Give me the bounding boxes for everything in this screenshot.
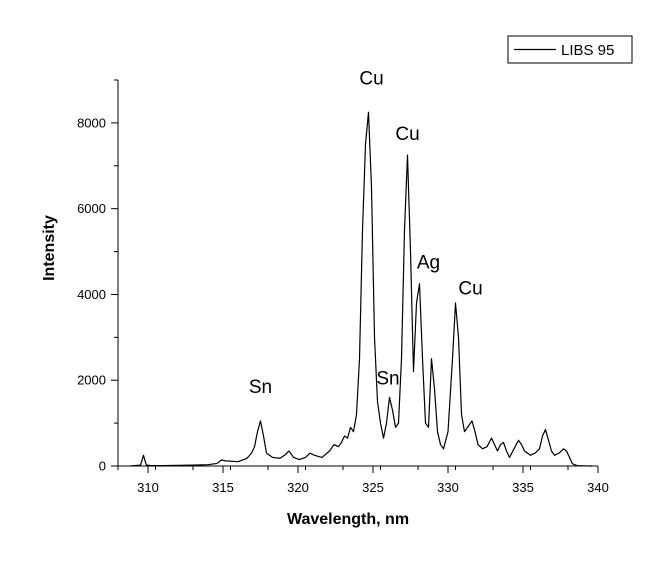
peak-annotation-cu: Cu bbox=[359, 68, 383, 89]
peak-annotation-ag: Ag bbox=[417, 253, 440, 274]
y-tick-label: 4000 bbox=[77, 287, 106, 302]
x-axis-title: Wavelength, nm bbox=[287, 511, 409, 528]
peak-annotation-sn: Sn bbox=[249, 377, 272, 398]
y-tick-label: 8000 bbox=[77, 115, 106, 130]
plot-area bbox=[129, 111, 593, 467]
legend-label-libs-95: LIBS 95 bbox=[561, 42, 614, 59]
x-tick-label: 335 bbox=[512, 480, 534, 495]
series-line-libs-95 bbox=[129, 111, 593, 467]
y-tick-label: 6000 bbox=[77, 201, 106, 216]
legend: LIBS 95 bbox=[507, 35, 633, 64]
x-tick-label: 315 bbox=[212, 480, 234, 495]
x-tick-label: 320 bbox=[287, 480, 309, 495]
x-tick-label: 310 bbox=[137, 480, 159, 495]
annotations: Sn Cu Cu Sn Ag Cu bbox=[249, 68, 483, 398]
tick-labels: 310 315 320 325 330 335 340 0 2000 4000 6000 8000 bbox=[77, 115, 609, 495]
ticks bbox=[111, 79, 599, 473]
x-tick-label: 340 bbox=[587, 480, 609, 495]
peak-annotation-cu: Cu bbox=[395, 124, 419, 145]
x-tick-label: 330 bbox=[437, 480, 459, 495]
peak-annotation-cu: Cu bbox=[458, 278, 482, 299]
y-axis-title: Intensity bbox=[41, 215, 58, 281]
y-tick-label: 0 bbox=[99, 459, 106, 474]
axes bbox=[117, 80, 598, 467]
y-tick-label: 2000 bbox=[77, 373, 106, 388]
peak-annotation-sn: Sn bbox=[376, 369, 399, 390]
x-tick-label: 325 bbox=[362, 480, 384, 495]
